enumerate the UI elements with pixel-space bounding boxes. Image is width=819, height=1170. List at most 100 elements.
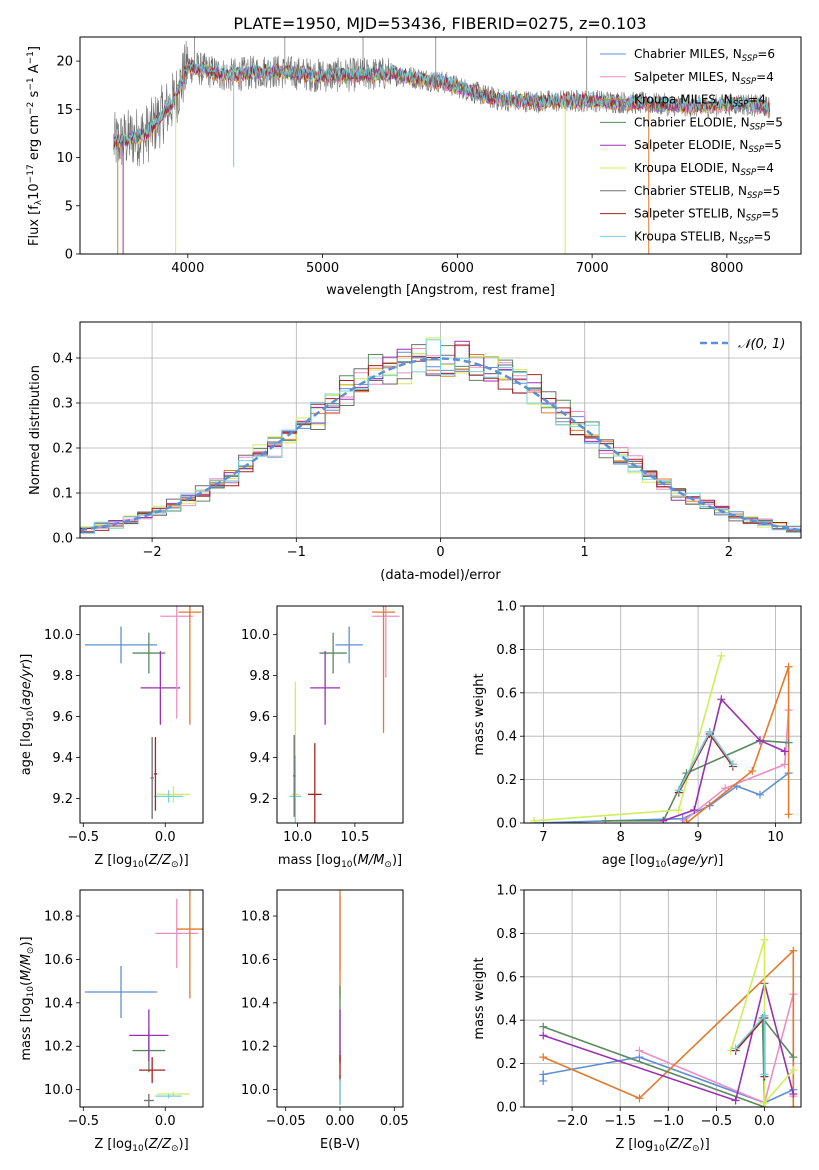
weight-marker [760,1098,769,1107]
label-part: age [log [19,722,34,775]
x-tick-label: 4000 [171,261,204,276]
label-part: SSP [738,236,754,246]
plot-area-spectrum [113,37,771,254]
errorbar-point [157,786,190,803]
label-part: mass [log [19,997,34,1060]
panel-age_vs_mass: 10.0 10.5 9.2 9.4 9.6 9.8 10.0 mass [log10(M/M⊙… [241,605,404,870]
y-tick-label: 15 [56,103,73,118]
x-axis-label: age [log10(age/yr)] [602,853,724,870]
y-tick-label: 0.4 [496,730,517,745]
label-part: SSP [741,168,757,178]
label-part: SSP [746,214,762,224]
label-part: )] [713,853,723,868]
x-tick-label: 0.00 [326,1114,355,1129]
y-tick-label: 0.1 [52,487,73,502]
y-axis-label: mass weight [472,673,487,755]
y-tick-label: 0.8 [496,927,517,942]
label-part: ⊙ [26,947,36,955]
y-axis-label: Normed distribution [28,365,43,495]
label-part: SSP [750,122,766,132]
weight-line [542,948,795,1107]
y-tick-label: 1.0 [496,600,517,615]
errorbar-point [307,743,322,823]
errorbar-point [129,1009,169,1062]
y-tick-label: 10.2 [241,1040,270,1055]
label-part: Z [log [94,1137,132,1152]
weight-marker [659,816,668,823]
x-tick-label: 0 [436,545,444,560]
label-part: Kroupa MILES, N [634,93,733,107]
weight-marker [705,727,714,736]
weight-marker [682,819,691,823]
label-part: =4 [748,93,766,107]
weight-marker [760,1011,769,1020]
x-axis-label: wavelength [Angstrom, rest frame] [326,283,555,298]
label-part: age [log [602,853,655,868]
y-tick-label: 10.4 [44,996,73,1011]
weight-marker [539,1031,548,1040]
weight-marker [780,760,789,769]
label-part: SSP [747,191,763,201]
label-part: E(B-V) [320,1137,360,1152]
y-tick-label: 1.0 [496,884,517,899]
panel-mass_vs_EBV: −0.05 0.00 0.05 10.0 10.2 10.4 10.6 10.8 E(B-V) [241,889,409,1152]
label-part: 10 [653,1144,665,1154]
label-part: 10 [132,860,144,870]
plot-area-residuals [80,337,801,538]
axes-frame [79,605,204,824]
y-tick-label: 9.8 [52,669,73,684]
legend-label: Kroupa ELODIE, NSSP=4 [634,161,774,178]
y-tick-label: 9.2 [52,792,73,807]
weight-marker [784,810,793,819]
weight-line [683,710,790,822]
errorbar-point [372,606,395,733]
errorbar-point [157,1091,190,1097]
axes-frame [79,36,802,255]
label-part: =5 [754,229,772,243]
panel-spectrum: 4000 5000 6000 7000 8000 0 5 10 15 20 wavelength [… [26,36,802,298]
y-tick-label: 0.4 [496,1014,517,1029]
y-tick-label: 9.8 [249,669,270,684]
axes-frame [79,889,204,1108]
y-tick-label: 0.2 [496,773,517,788]
errorbar-point [289,755,302,823]
errorbar-point [372,606,400,678]
y-tick-label: 9.2 [249,792,270,807]
errorbar-point [153,737,158,811]
weight-marker [789,1066,798,1075]
weight-marker [755,790,764,799]
y-tick-label: 0.3 [52,397,73,412]
x-axis-label: E(B-V) [320,1137,360,1152]
weight-marker [674,805,683,814]
y-tick-label: 0.4 [52,352,73,367]
y-tick-label: 10.0 [44,628,73,643]
label-part: age/yr [19,662,34,705]
weight-marker [539,1022,548,1031]
y-tick-label: 5 [65,199,73,214]
weight-marker [635,1046,644,1055]
y-tick-label: 0.2 [52,442,73,457]
x-tick-label: 10.5 [340,830,369,845]
label-part: )] [19,936,34,946]
x-tick-label: 0.0 [155,830,176,845]
label-part: Kroupa ELODIE, N [634,161,741,175]
label-part: −1 [26,51,36,64]
y-tick-label: 0.8 [496,643,517,658]
weight-marker [755,736,764,745]
weight-line [735,1015,766,1077]
label-part: ( [665,1137,670,1152]
label-part: ( [666,853,671,868]
label-part: )] [179,853,189,868]
weight-marker [728,760,737,769]
label-part: −17 [26,164,36,183]
x-tick-label: −0.05 [266,1114,306,1129]
label-part: s [27,90,42,101]
label-part: erg cm [27,115,42,164]
x-tick-label: −2 [143,545,162,560]
y-tick-label: 9.6 [249,710,270,725]
x-tick-label: 0.0 [155,1114,176,1129]
y-tick-label: 0.2 [496,1057,517,1072]
errorbar-point [143,1093,154,1107]
x-tick-label: −1 [287,545,306,560]
